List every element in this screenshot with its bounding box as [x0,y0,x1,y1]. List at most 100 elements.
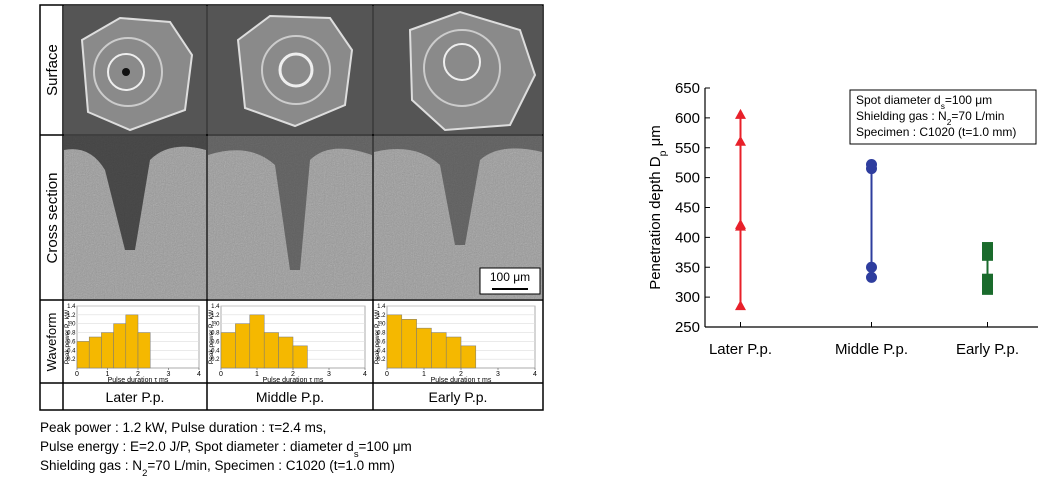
marker [735,218,746,229]
text-segment: =70 L/min [951,109,1004,123]
cross-section-images: 100 μm [64,136,542,299]
x-tick-label: 3 [496,371,500,378]
y-tick-label: 0.6 [67,339,76,345]
surface-images [64,6,542,134]
bar [431,332,447,369]
y-tick-label: 400 [675,229,700,246]
x-tick-label: Later P.p. [709,341,772,358]
text-segment: p [212,321,217,324]
caption-line: Pulse energy : E=2.0 J/P, Spot diameter … [40,439,412,460]
text-segment: Peak power P [374,324,381,364]
text-segment: Shielding gas : N [40,458,142,473]
marker [866,271,877,283]
ripple [93,37,163,107]
text-segment: Spot diameter d [856,93,941,107]
ripple [107,53,145,91]
y-tick-label: 0.2 [377,357,386,363]
bar [401,319,417,369]
column-label: Later P.p. [106,389,165,405]
column-label: Early P.p. [429,389,488,405]
annotation-box [849,89,1037,145]
fusion-zone [64,136,206,250]
text-segment: s [941,101,945,111]
y-tick-label: 250 [675,319,700,336]
text-segment: p [657,150,669,156]
text-segment: =70 L/min, Specimen : C1020 (t=1.0 mm) [147,458,395,473]
text-segment: 2 [142,468,147,478]
x-tick-label: 1 [255,371,259,378]
table-border [39,4,544,411]
y-tick-label: 1.4 [67,304,76,310]
y-tick-label: 1.4 [377,304,386,310]
marker [735,300,746,311]
text-segment: Shielding gas : N [856,109,947,123]
text-segment: Pulse energy : E=2.0 J/P, Spot diameter … [40,439,354,454]
y-tick-label: 500 [675,170,700,187]
bar [292,345,308,369]
y-tick-label: 0.2 [211,357,220,363]
melt-pool [408,10,537,132]
x-tick-label: Early P.p. [956,341,1019,358]
marker [735,108,746,119]
x-axis-label: Pulse duration τ ms [263,377,324,384]
y-tick-label: 0.6 [211,339,220,345]
ripple [423,29,501,107]
ripple [261,35,331,105]
text-segment: kW [374,309,381,321]
row-label: Cross section [44,173,61,264]
ripple [278,52,314,88]
text-segment: s [354,449,359,460]
bar [278,336,294,369]
x-tick-label: 3 [167,371,171,378]
bar [263,332,279,369]
image-table: 100 μm Surface Cross section Waveform La… [39,4,544,411]
y-tick-label: 1.0 [67,322,76,328]
row-label: Waveform [44,313,59,372]
annotation-line: Spot diameter ds=100 μm [856,93,992,111]
ripple [443,43,481,81]
y-tick-label: 1.0 [377,322,386,328]
y-tick-label: 300 [675,289,700,306]
text-segment: p [378,321,383,324]
fusion-zone [208,136,372,270]
text-segment: p [68,321,73,324]
y-tick-label: 0.8 [67,331,76,337]
caption-line: Shielding gas : N2=70 L/min, Specimen : … [40,458,395,478]
marker [982,242,993,254]
y-tick-label: 1.4 [211,304,220,310]
text-segment: Peak power P [64,324,71,364]
crater [122,68,130,76]
bar [76,341,90,369]
text-segment: μm [647,125,664,150]
x-axis-label: Pulse duration τ ms [431,377,492,384]
y-axis-label: Peak power Pp kW [374,309,383,364]
fusion-zone [374,136,542,245]
text-segment: kW [208,309,215,321]
y-axis-label: Peak power Pp kW [64,309,73,364]
x-tick-label: 1 [422,371,426,378]
bar [386,314,403,369]
y-tick-label: 650 [675,80,700,97]
marker [866,261,877,273]
x-tick-label: 0 [75,371,79,378]
bar [416,327,432,369]
y-tick-label: 600 [675,110,700,127]
y-tick-label: 0.8 [211,331,220,337]
y-tick-label: 1.0 [211,322,220,328]
text-segment: kW [64,309,71,321]
x-tick-label: 1 [106,371,110,378]
bar [460,345,477,369]
grid [39,4,544,411]
x-tick-label: 4 [533,371,537,378]
caption-line: Peak power : 1.2 kW, Pulse duration : τ=… [40,420,326,435]
annotation-line: Shielding gas : N2=70 L/min [856,109,1004,127]
melt-pool [236,14,354,128]
y-tick-label: 0.2 [67,357,76,363]
bar [249,314,265,369]
y-tick-label: 1.2 [377,313,386,319]
x-tick-label: 3 [327,371,331,378]
text-segment: Peak power P [208,324,215,364]
text-segment: =100 μm [359,439,412,454]
bar [235,323,251,369]
